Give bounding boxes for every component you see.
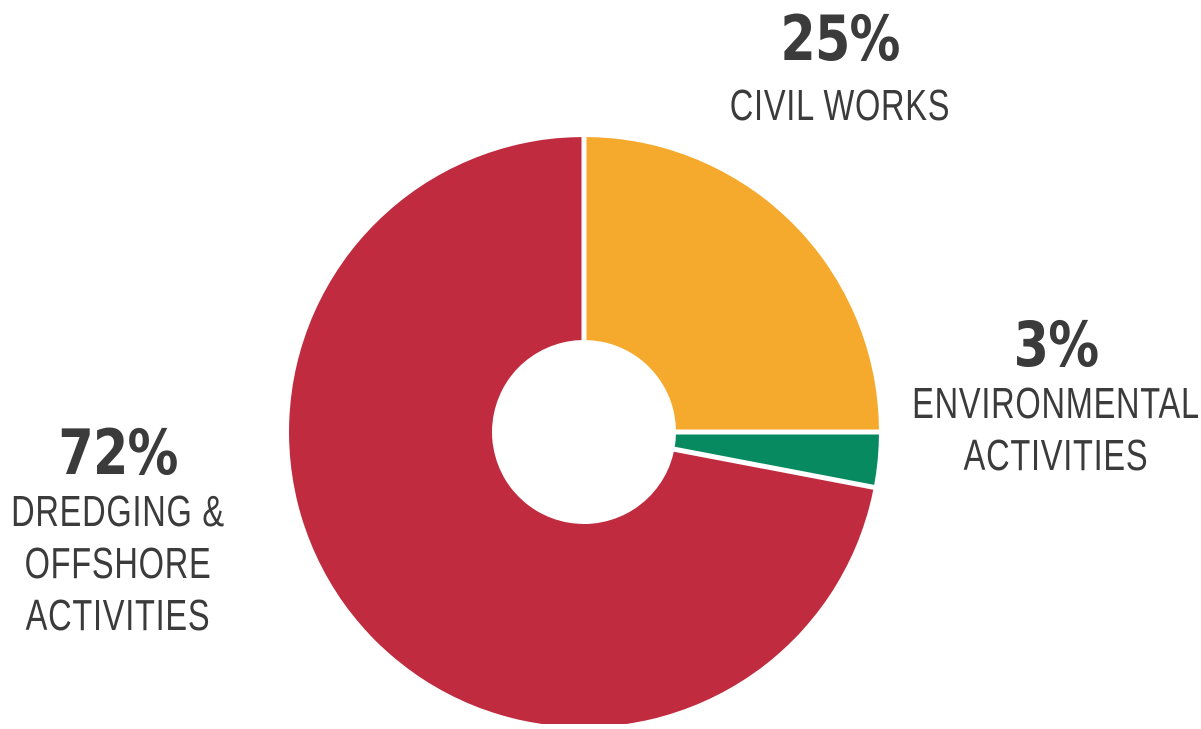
environmental-label-line-2: ACTIVITIES	[963, 431, 1149, 480]
environmental-label-line-1: ENVIRONMENTAL	[912, 379, 1200, 428]
civil-works-label: CIVIL WORKS	[692, 80, 988, 132]
environmental-percent: 3%	[1013, 308, 1099, 381]
environmental-slice	[674, 432, 879, 488]
dredging-slice	[288, 137, 874, 727]
slice-separator	[671, 446, 877, 491]
civil-works-slice	[584, 137, 879, 432]
dredging-percent: 72%	[58, 416, 178, 489]
civil-works-label-line-1: CIVIL WORKS	[729, 81, 951, 130]
dredging-label-line-3: ACTIVITIES	[25, 591, 211, 640]
dredging-label: DREDGING & OFFSHORE ACTIVITIES	[0, 486, 266, 642]
civil-works-percent: 25%	[780, 2, 900, 75]
dredging-label-line-1: DREDGING &	[11, 487, 225, 536]
environmental-label: ENVIRONMENTAL ACTIVITIES	[908, 378, 1201, 482]
dredging-label-line-2: OFFSHORE	[24, 539, 212, 588]
